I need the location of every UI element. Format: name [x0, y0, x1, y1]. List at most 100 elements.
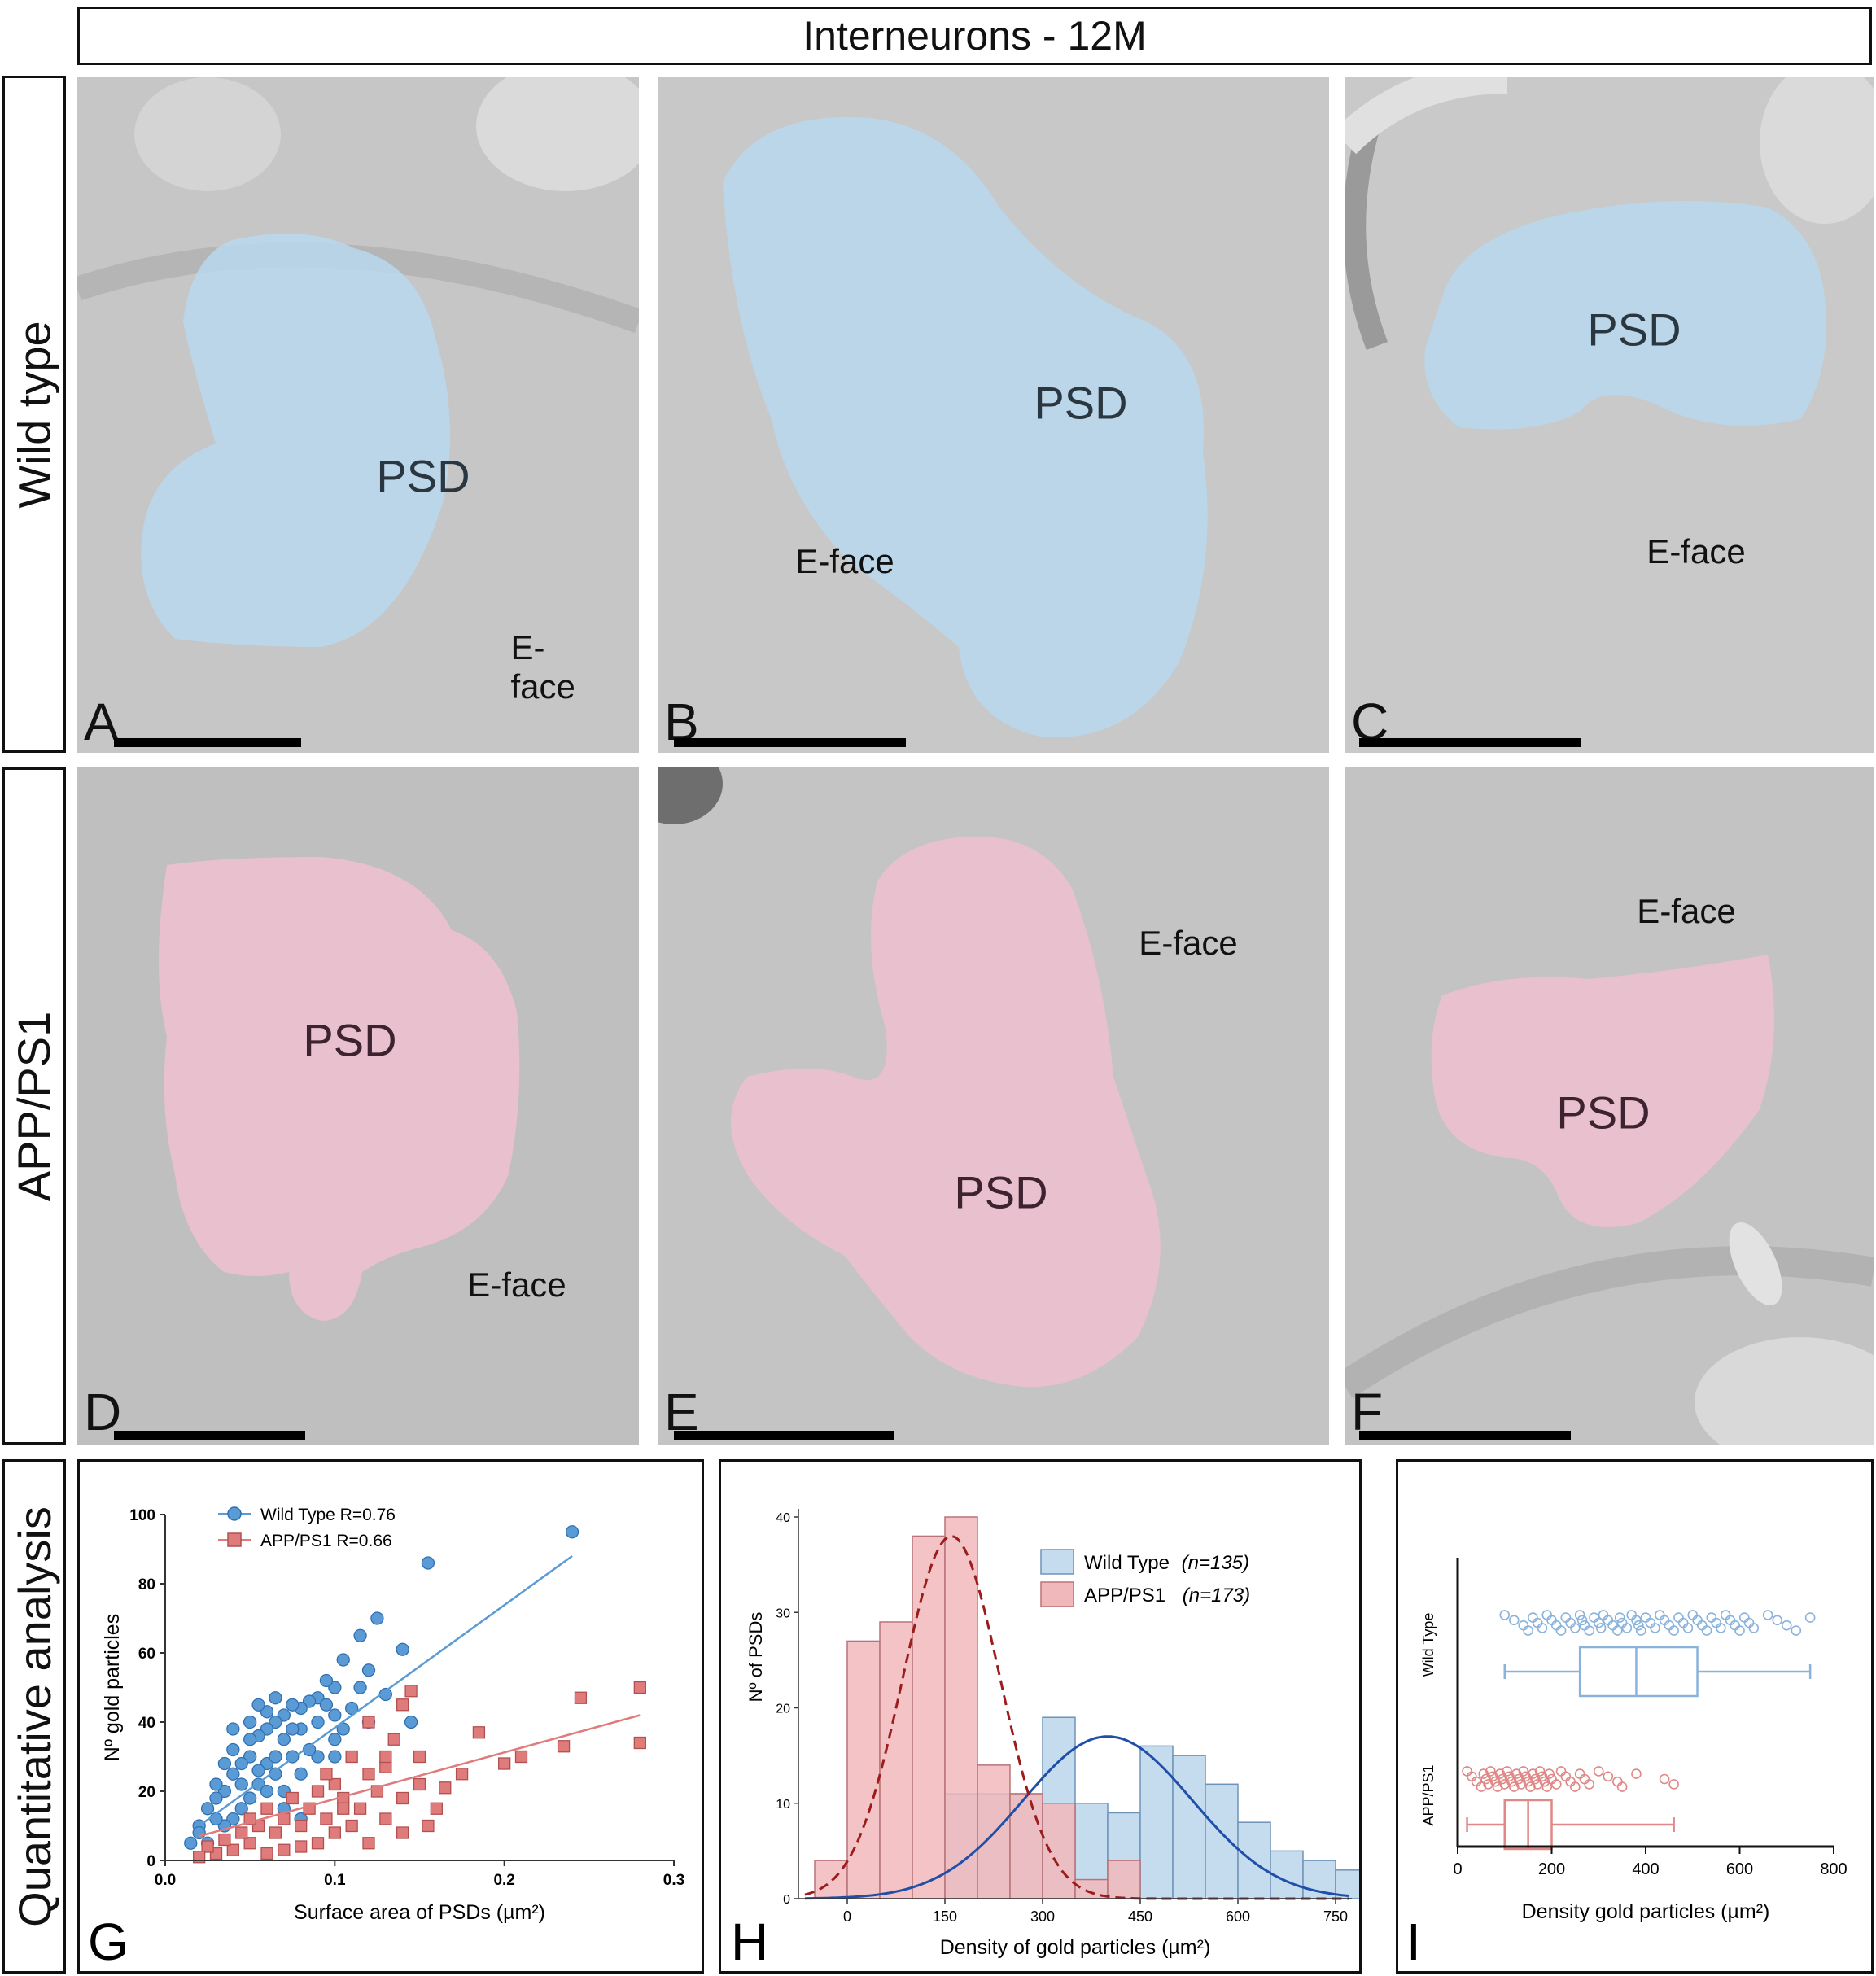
data-point-wild-type	[328, 1750, 342, 1764]
strip-point-wild-type	[1687, 1610, 1699, 1620]
data-point-wild-type	[286, 1698, 300, 1712]
data-point-wild-type	[243, 1733, 257, 1746]
data-point-app-ps1	[201, 1840, 214, 1853]
strip-point-app-ps1	[1555, 1766, 1567, 1777]
data-point-app-ps1	[269, 1826, 282, 1839]
y-tick-label: 30	[776, 1607, 790, 1620]
panel-g-scatter-chart: 0 20 40 60 80 100 0.0 0.1 0.2 0.3 Wild Type R=0.7…	[77, 1459, 704, 1974]
data-point-app-ps1	[633, 1681, 646, 1694]
strip-point-wild-type	[1650, 1623, 1660, 1633]
fit-line-app-ps1	[199, 1714, 641, 1838]
data-point-app-ps1	[379, 1760, 392, 1773]
data-point-wild-type	[328, 1681, 342, 1694]
x-tick-label: 300	[1030, 1908, 1055, 1925]
row-label-wild-type: Wild type	[2, 76, 66, 753]
panel-a-micrograph: PSD E-face A	[77, 77, 639, 753]
data-point-app-ps1	[328, 1777, 341, 1791]
strip-point-app-ps1	[1511, 1768, 1522, 1779]
data-point-app-ps1	[320, 1812, 333, 1825]
histogram-bar-wild-type	[1237, 1821, 1271, 1899]
x-tick-label: 800	[1820, 1860, 1847, 1878]
fit-line-wild-type	[198, 1554, 573, 1827]
strip-point-wild-type	[1668, 1625, 1679, 1636]
strip-point-wild-type	[1635, 1625, 1646, 1636]
legend-label-app-ps1: APP/PS1 (n=173)	[1084, 1585, 1250, 1607]
micrograph-e-image	[658, 767, 1329, 1445]
strip-point-app-ps1	[1612, 1776, 1623, 1787]
strip-point-app-ps1	[1528, 1768, 1538, 1779]
psd-label: PSD	[954, 1166, 1048, 1218]
strip-point-app-ps1	[1560, 1771, 1572, 1782]
data-point-app-ps1	[574, 1691, 588, 1704]
strip-point-app-ps1	[1497, 1773, 1508, 1785]
data-point-wild-type	[251, 1764, 265, 1777]
box-wild-type	[1578, 1646, 1699, 1698]
histogram-bar-app-ps1	[814, 1860, 848, 1899]
y-tick-label: 20	[776, 1703, 790, 1716]
x-axis-label: Surface area of PSDs (µm²)	[294, 1901, 545, 1924]
strip-point-wild-type	[1574, 1610, 1585, 1620]
panel-e-micrograph: PSD E-face E	[658, 767, 1329, 1445]
micrograph-a-image	[77, 77, 639, 753]
psd-label: PSD	[1556, 1086, 1651, 1139]
strip-point-wild-type	[1607, 1620, 1618, 1631]
strip-point-app-ps1	[1579, 1773, 1590, 1785]
data-point-wild-type	[226, 1767, 240, 1781]
y-tick-label: 80	[138, 1576, 155, 1593]
strip-point-app-ps1	[1668, 1779, 1679, 1790]
data-point-app-ps1	[422, 1819, 435, 1833]
strip-point-wild-type	[1730, 1620, 1741, 1631]
data-point-app-ps1	[379, 1750, 392, 1764]
strip-point-app-ps1	[1494, 1768, 1506, 1779]
data-point-wild-type	[353, 1628, 367, 1642]
x-tick-label: 150	[933, 1908, 957, 1925]
strip-point-app-ps1	[1523, 1776, 1533, 1787]
x-tick-label: 0.3	[663, 1872, 684, 1889]
data-point-app-ps1	[260, 1802, 273, 1815]
data-point-app-ps1	[235, 1826, 248, 1839]
data-point-wild-type	[184, 1836, 198, 1850]
x-tick-label: 750	[1323, 1908, 1348, 1925]
data-point-wild-type	[328, 1733, 342, 1746]
strip-point-wild-type	[1541, 1610, 1553, 1620]
e-face-label: E-face	[1139, 924, 1238, 962]
data-point-app-ps1	[243, 1837, 256, 1850]
histogram-plot: 0 10 20 30 40 0 150 300 450 600 750 Wild Type (n=1…	[731, 1509, 1359, 1971]
legend-series-name: Wild Type	[1084, 1552, 1170, 1574]
micrograph-d-image	[77, 767, 639, 1445]
strip-point-wild-type	[1762, 1610, 1773, 1620]
strip-point-wild-type	[1621, 1623, 1633, 1633]
data-point-wild-type	[260, 1705, 274, 1719]
strip-point-wild-type	[1570, 1623, 1581, 1633]
histogram-bar-app-ps1	[1107, 1860, 1141, 1899]
data-point-app-ps1	[295, 1819, 308, 1833]
strip-point-wild-type	[1499, 1610, 1511, 1620]
data-point-wild-type	[302, 1694, 317, 1708]
strip-point-app-ps1	[1467, 1771, 1477, 1782]
legend-swatch-app-ps1	[1040, 1581, 1074, 1607]
data-point-wild-type	[565, 1525, 579, 1539]
psd-label: PSD	[376, 450, 470, 502]
psd-label: PSD	[1587, 304, 1681, 356]
strip-point-wild-type	[1603, 1615, 1614, 1626]
strip-point-wild-type	[1701, 1625, 1712, 1636]
data-point-app-ps1	[362, 1716, 375, 1729]
data-point-wild-type	[421, 1556, 435, 1570]
data-point-app-ps1	[311, 1785, 325, 1798]
panel-b-micrograph: PSD E-face B	[658, 77, 1329, 753]
data-point-wild-type	[226, 1812, 240, 1826]
strip-point-app-ps1	[1471, 1776, 1482, 1787]
e-face-label: E-face	[795, 542, 894, 580]
strip-point-wild-type	[1631, 1615, 1642, 1626]
scatter-plot: 0 20 40 60 80 100 0.0 0.1 0.2 0.3 Wild Type R=0.7…	[88, 1506, 684, 1971]
data-point-wild-type	[260, 1756, 274, 1771]
strip-point-wild-type	[1804, 1612, 1816, 1623]
strip-point-app-ps1	[1488, 1771, 1498, 1782]
data-point-wild-type	[396, 1642, 409, 1656]
data-point-wild-type	[336, 1653, 350, 1667]
data-point-app-ps1	[404, 1685, 418, 1698]
data-point-wild-type	[269, 1691, 282, 1705]
strip-point-wild-type	[1781, 1620, 1792, 1631]
strip-point-app-ps1	[1476, 1781, 1487, 1792]
strip-point-wild-type	[1550, 1620, 1562, 1631]
